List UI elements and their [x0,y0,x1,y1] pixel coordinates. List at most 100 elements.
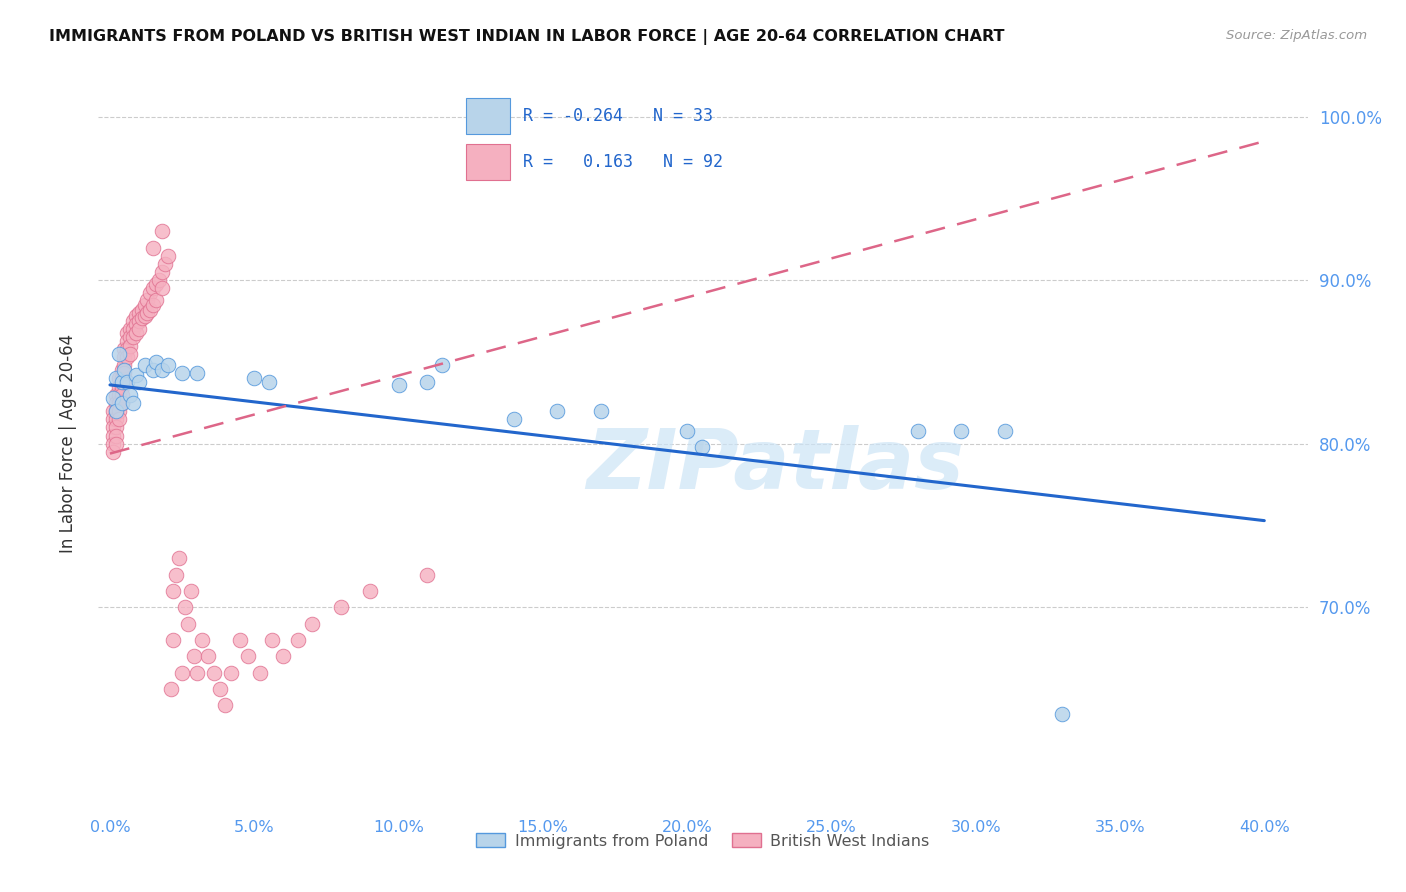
Point [131,310,153,325]
Point [174,600,197,615]
Point [122,322,145,336]
Point [172,665,194,680]
Point [150,363,173,377]
Point [676,424,699,438]
Point [107,404,129,418]
Point [993,424,1015,438]
Point [238,649,260,664]
Point [112,350,135,364]
Text: Source: ZipAtlas.com: Source: ZipAtlas.com [1226,29,1367,42]
Point [107,412,129,426]
Point [104,387,127,401]
Point [950,424,973,438]
Point [128,375,150,389]
Point [104,436,127,450]
Point [243,371,266,385]
Point [125,326,148,340]
Point [162,583,184,598]
Point [110,396,132,410]
Point [101,391,124,405]
Point [128,314,150,328]
Point [101,445,124,459]
Point [136,306,159,320]
Point [214,698,236,713]
Point [134,309,156,323]
Point [162,632,184,647]
Point [150,265,173,279]
Point [117,342,139,356]
Point [112,358,135,372]
Point [186,367,208,381]
Point [172,367,194,381]
Point [202,665,225,680]
Text: IMMIGRANTS FROM POLAND VS BRITISH WEST INDIAN IN LABOR FORCE | AGE 20-64 CORRELA: IMMIGRANTS FROM POLAND VS BRITISH WEST I… [49,29,1005,45]
Point [112,342,135,356]
Point [112,375,135,389]
Point [589,404,612,418]
Point [107,396,129,410]
Point [159,681,181,696]
Point [125,309,148,323]
Point [191,632,214,647]
Point [142,363,165,377]
Point [229,632,252,647]
Point [287,632,309,647]
Point [139,302,162,317]
Point [101,404,124,418]
Point [1052,706,1074,721]
Point [104,404,127,418]
Point [104,412,127,426]
Point [125,318,148,332]
Point [387,377,409,392]
Point [329,600,352,615]
Point [110,371,132,385]
Point [359,583,381,598]
Point [180,583,202,598]
Point [125,368,148,382]
Point [208,681,231,696]
Point [183,649,205,664]
Point [139,286,162,301]
Point [249,665,271,680]
Point [142,281,165,295]
Point [546,404,568,418]
Point [104,420,127,434]
Point [156,249,179,263]
Point [110,375,132,389]
Point [107,387,129,401]
Point [107,371,129,385]
Point [120,330,142,344]
Point [120,347,142,361]
Point [148,273,170,287]
Point [117,326,139,340]
Point [110,379,132,393]
Point [142,298,165,312]
Point [107,379,129,393]
Point [134,358,156,372]
Point [110,396,132,410]
Point [101,420,124,434]
Point [131,302,153,317]
Point [177,616,200,631]
Point [165,567,187,582]
Legend: Immigrants from Poland, British West Indians: Immigrants from Poland, British West Ind… [468,825,938,856]
Point [271,649,294,664]
Point [145,277,167,291]
Point [153,257,176,271]
Point [150,281,173,295]
Y-axis label: In Labor Force | Age 20-64: In Labor Force | Age 20-64 [59,334,77,553]
Point [104,371,127,385]
Point [136,293,159,307]
Point [186,665,208,680]
Point [150,224,173,238]
Point [134,298,156,312]
Point [260,632,283,647]
Point [145,293,167,307]
Point [110,363,132,377]
Point [101,412,124,426]
Point [122,330,145,344]
Point [167,551,190,566]
Point [122,396,145,410]
Point [101,436,124,450]
Point [145,355,167,369]
